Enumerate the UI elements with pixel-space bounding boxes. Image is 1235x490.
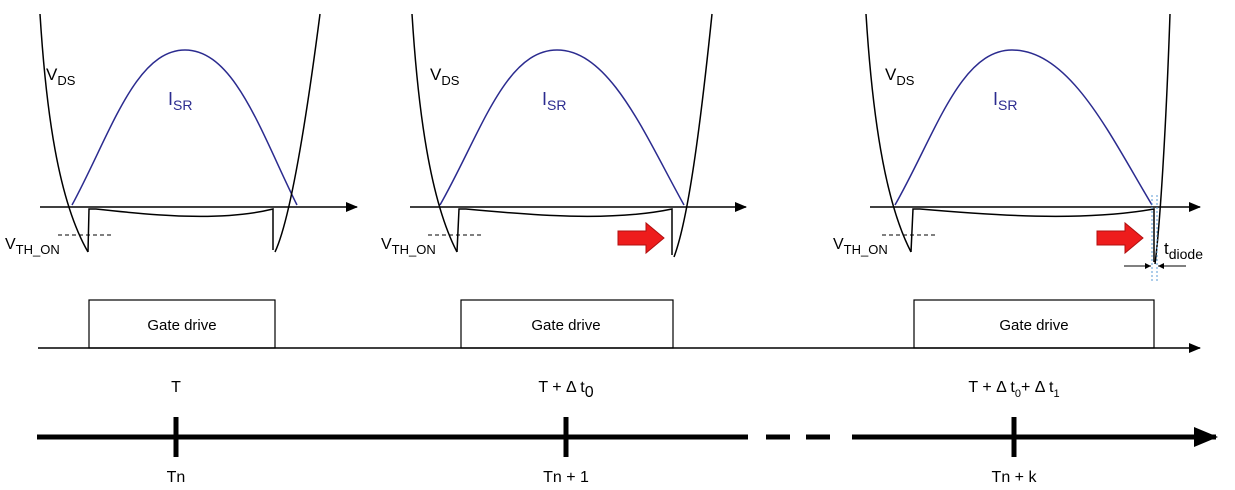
vth-label: VTH_ON (833, 236, 888, 257)
vth-label: VTH_ON (5, 236, 60, 257)
isr-curve (439, 49, 685, 206)
vds-left-curve (39, 13, 89, 253)
isr-curve (894, 49, 1153, 206)
tdiode-label: tdiode (1164, 239, 1203, 262)
vth-label: VTH_ON (381, 236, 436, 257)
shift-arrow-icon (617, 221, 665, 255)
period-label: Tn + 1 (543, 469, 589, 486)
gate-drive-pulse (460, 299, 674, 349)
shift-arrow-icon (1096, 221, 1144, 255)
panel-2: VDS ISR VTH_ON Gate drive T + Δ t0 (381, 13, 747, 401)
period-label: Tn + k (992, 469, 1038, 486)
time-label: T + Δ t0+ Δ t1 (968, 379, 1059, 400)
gate-drive-pulse (88, 299, 276, 349)
vds-right-curve (274, 13, 321, 253)
vds-conduction (87, 208, 274, 253)
vds-conduction (456, 208, 673, 255)
gate-drive-label: Gate drive (531, 317, 600, 334)
vds-label: VDS (885, 65, 915, 88)
vds-label: VDS (46, 65, 76, 88)
isr-label: ISR (993, 89, 1017, 113)
gate-drive-label: Gate drive (147, 317, 216, 334)
panel-1: VDS ISR VTH_ON Gate drive T (5, 13, 358, 396)
period-label: Tn (167, 469, 186, 486)
isr-curve (71, 49, 298, 206)
gate-drive-pulse (913, 299, 1155, 349)
vds-conduction (910, 208, 1155, 262)
time-label: T (171, 379, 181, 396)
isr-label: ISR (168, 89, 192, 113)
time-label: T + Δ t0 (538, 379, 593, 401)
vds-left-curve (411, 13, 458, 253)
vds-label: VDS (430, 65, 460, 88)
isr-label: ISR (542, 89, 566, 113)
period-timeline: Tn Tn + 1 Tn + k (37, 417, 1218, 486)
panel-3: tdiode VDS ISR VTH_ON Gate drive T + Δ t… (833, 13, 1203, 400)
vds-right-curve (673, 13, 713, 258)
vds-right-curve (1154, 13, 1171, 265)
vds-left-curve (865, 13, 912, 253)
gate-drive-label: Gate drive (999, 317, 1068, 334)
